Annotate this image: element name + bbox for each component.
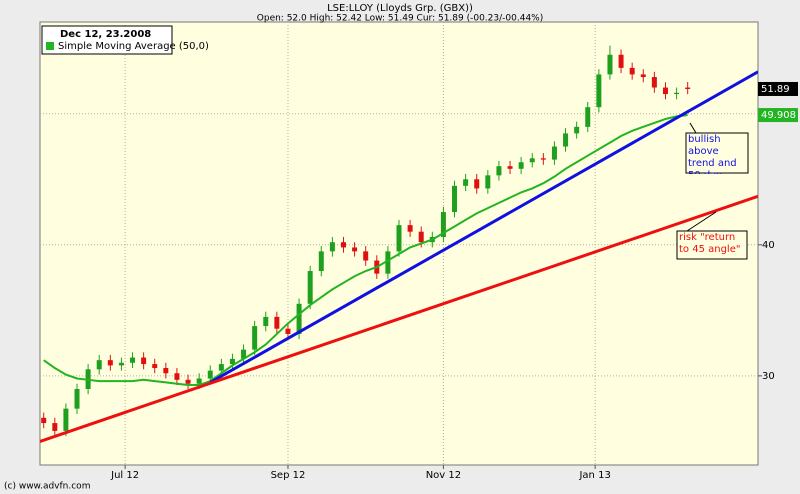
candle-body bbox=[418, 231, 424, 243]
candle-body bbox=[507, 166, 513, 169]
candle-body bbox=[574, 126, 580, 134]
candle-body bbox=[229, 358, 235, 365]
legend-entry: Simple Moving Average (50,0) bbox=[58, 41, 209, 52]
x-tick-label: Jul 12 bbox=[110, 470, 139, 481]
legend-swatch bbox=[46, 42, 54, 50]
candle-body bbox=[285, 328, 291, 334]
candle-body bbox=[329, 242, 335, 252]
candle-body bbox=[629, 67, 635, 75]
candle-body bbox=[396, 225, 402, 252]
candle-body bbox=[563, 133, 569, 147]
candle-body bbox=[385, 251, 391, 274]
candle-body bbox=[130, 357, 136, 363]
candle-body bbox=[174, 373, 180, 380]
sma-box bbox=[758, 108, 798, 123]
candle-body bbox=[296, 303, 302, 334]
candle-body bbox=[640, 74, 646, 78]
candle-body bbox=[607, 54, 613, 75]
annotation: risk "return to 45 angle" bbox=[679, 232, 741, 255]
legend-date: Dec 12, 23.2008 bbox=[60, 29, 151, 40]
candle-body bbox=[363, 251, 369, 261]
x-tick-label: Nov 12 bbox=[426, 470, 461, 481]
candle-body bbox=[463, 179, 469, 186]
candle-body bbox=[218, 364, 224, 371]
candle-body bbox=[307, 271, 313, 304]
x-tick-label: Sep 12 bbox=[271, 470, 306, 481]
annotation-box bbox=[676, 230, 748, 260]
candle-body bbox=[585, 107, 591, 127]
candle-body bbox=[318, 251, 324, 272]
candle-body bbox=[596, 74, 602, 108]
annotation-text: bullish above trend and 50 day bbox=[688, 134, 737, 174]
footer: (c) www.advfn.com bbox=[4, 482, 90, 492]
candle-body bbox=[152, 364, 158, 369]
candle-body bbox=[340, 242, 346, 248]
candle-body bbox=[529, 158, 535, 163]
candle-body bbox=[163, 368, 169, 374]
candle-body bbox=[485, 175, 491, 189]
annotation-arrow bbox=[689, 122, 697, 134]
candle-body bbox=[118, 362, 124, 366]
x-tick-label: Jan 13 bbox=[578, 470, 610, 481]
candle-body bbox=[274, 316, 280, 329]
candle-body bbox=[74, 388, 80, 409]
candle-body bbox=[452, 185, 458, 213]
candle-body bbox=[474, 179, 480, 189]
y-tick-label: 30 bbox=[762, 371, 775, 382]
candle-body bbox=[207, 370, 213, 379]
candle-body bbox=[674, 92, 680, 95]
chart-subtitle: Open: 52.0 High: 52.42 Low: 51.49 Cur: 5… bbox=[257, 14, 543, 24]
candle-body bbox=[96, 360, 102, 370]
candle-body bbox=[518, 162, 524, 169]
trend-line bbox=[40, 194, 758, 443]
candle-body bbox=[41, 417, 47, 424]
candle-body bbox=[352, 247, 358, 252]
candle-body bbox=[185, 379, 191, 384]
candle-body bbox=[496, 166, 502, 176]
annotation-box bbox=[685, 132, 749, 174]
legend-box bbox=[41, 25, 173, 55]
chart-title: LSE:LLOY (Lloyds Grp. (GBX)) bbox=[327, 3, 473, 14]
candle-body bbox=[662, 87, 668, 95]
candle-body bbox=[440, 212, 446, 237]
candle-body bbox=[540, 158, 546, 160]
candle-body bbox=[618, 54, 624, 68]
y-tick-label: 40 bbox=[762, 240, 775, 251]
trend-line bbox=[209, 70, 758, 384]
candle-body bbox=[52, 423, 58, 431]
candle-body bbox=[685, 87, 691, 89]
price-box bbox=[758, 81, 798, 96]
candle-body bbox=[63, 408, 69, 431]
candle-body bbox=[551, 146, 557, 160]
plot bbox=[40, 45, 758, 443]
candle-body bbox=[651, 77, 657, 88]
annotation-arrow bbox=[686, 211, 717, 232]
candle-body bbox=[141, 357, 147, 365]
candle-body bbox=[252, 326, 258, 350]
annotation-text: risk "return to 45 angle" bbox=[679, 232, 741, 255]
candle-body bbox=[107, 360, 113, 366]
sma-line bbox=[43, 114, 688, 387]
candle-body bbox=[241, 349, 247, 359]
price-label: 51.89 bbox=[761, 84, 790, 95]
candle-body bbox=[407, 225, 413, 232]
candle-body bbox=[196, 378, 202, 384]
annotation: bullish above trend and 50 day bbox=[688, 134, 737, 174]
sma-label: 49.908 bbox=[761, 110, 796, 121]
candle-body bbox=[263, 316, 269, 327]
